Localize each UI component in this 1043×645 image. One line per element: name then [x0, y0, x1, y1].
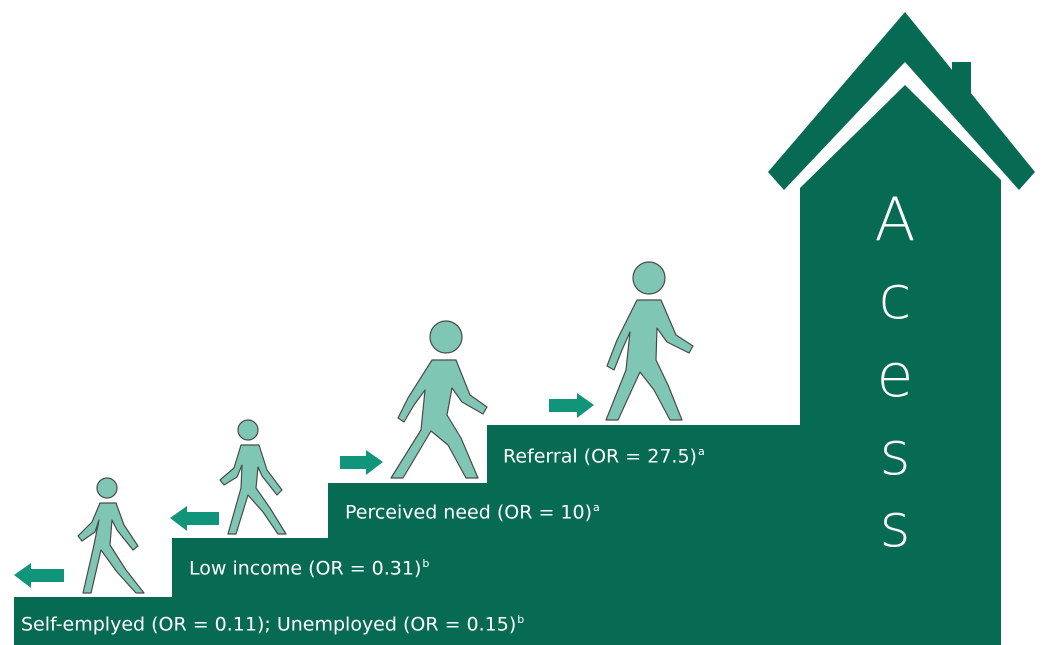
- walking-person-icon: [219, 419, 287, 535]
- house-letter-3: e: [876, 341, 914, 411]
- staircase-shape: [14, 85, 1001, 645]
- step-label-perceived-need: Perceived need (OR = 10)a: [345, 501, 600, 524]
- arrow-right-icon: [340, 450, 383, 475]
- step-label-employment: Self-emplyed (OR = 0.11); Unemployed (OR…: [21, 613, 525, 636]
- house-roof-icon: [768, 12, 1035, 190]
- arrow-right-icon: [549, 393, 594, 418]
- walking-person-icon: [605, 261, 694, 421]
- house-letter-1: A: [874, 185, 916, 255]
- arrow-left-icon: [14, 563, 64, 588]
- arrow-left-icon: [170, 506, 219, 531]
- step-label-low-income: Low income (OR = 0.31)b: [189, 557, 430, 580]
- step-label-referral: Referral (OR = 27.5)a: [503, 445, 705, 468]
- house-letter-5: s: [879, 491, 911, 561]
- house-letter-2: c: [878, 263, 912, 333]
- house-letter-4: s: [879, 419, 911, 489]
- chimney: [952, 62, 971, 112]
- walking-person-icon: [390, 320, 488, 479]
- walking-person-icon: [77, 477, 145, 594]
